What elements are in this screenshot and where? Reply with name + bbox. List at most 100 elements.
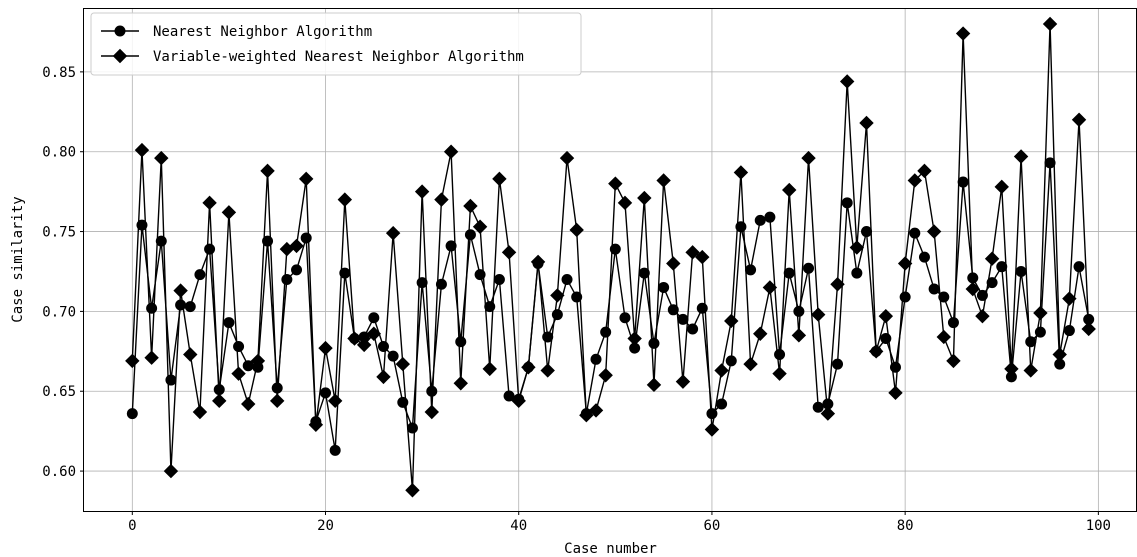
diamond-point [743, 356, 758, 372]
diamond-point [453, 376, 468, 391]
diamond-point [521, 360, 536, 375]
diamond-point [144, 350, 159, 365]
diamond-point [782, 182, 797, 198]
diamond-point [666, 256, 681, 271]
circle-point [841, 197, 853, 209]
diamond-point [231, 366, 246, 381]
circle-point [764, 211, 776, 223]
diamond-point [994, 179, 1009, 195]
diamond-point [675, 374, 691, 389]
circle-point [126, 408, 138, 420]
diamond-point [965, 281, 980, 297]
y-tick-label: 0.70 [42, 304, 76, 320]
circle-point [909, 227, 921, 239]
diamond-point [1042, 16, 1058, 32]
diamond-point [733, 165, 749, 180]
diamond-point [395, 356, 411, 372]
diamond-point [1013, 149, 1029, 164]
circle-point [986, 277, 998, 289]
diamond-point [463, 198, 478, 214]
diamond-point [559, 150, 575, 166]
diamond-point [588, 403, 604, 418]
diamond-point [492, 171, 507, 187]
circle-point [204, 243, 216, 255]
diamond-point [1033, 305, 1048, 321]
circle-point [320, 387, 332, 399]
series-layer [125, 16, 1096, 498]
legend-label: Nearest Neighbor Algorithm [153, 24, 372, 40]
circle-point [493, 273, 505, 285]
legend-diamond-marker [112, 48, 128, 64]
circle-point [619, 312, 631, 324]
circle-point [1025, 336, 1037, 348]
diamond-point [714, 363, 729, 378]
diamond-point [1023, 363, 1038, 378]
circle-point [677, 313, 689, 325]
circle-point [503, 390, 515, 402]
diamond-point [868, 344, 884, 359]
circle-point [667, 304, 679, 316]
circle-point [464, 229, 476, 241]
diamond-point [917, 163, 932, 179]
diamond-point [154, 150, 169, 166]
diamond-point [820, 406, 836, 421]
diamond-point [608, 176, 623, 191]
circle-point [242, 360, 254, 372]
legend-label: Variable-weighted Nearest Neighbor Algor… [153, 49, 524, 65]
diamond-point [530, 254, 546, 270]
diamond-point [1004, 361, 1019, 377]
diamond-point [946, 353, 961, 369]
circle-point [406, 422, 418, 434]
circle-point [590, 353, 602, 365]
y-tick-label: 0.75 [42, 225, 76, 241]
diamond-point [849, 240, 865, 255]
diamond-point [1062, 291, 1077, 306]
diamond-point [753, 326, 768, 341]
circle-point [754, 214, 766, 226]
circle-point [571, 291, 583, 303]
diamond-point [955, 26, 971, 41]
diamond-point [569, 222, 584, 238]
circle-point [687, 323, 699, 335]
diamond-point [724, 313, 739, 329]
series-nearest-neighbor [126, 157, 1095, 456]
y-tick-label: 0.80 [42, 145, 76, 161]
diamond-point [540, 363, 555, 378]
circle-point [426, 385, 438, 397]
circle-point [774, 349, 786, 361]
circle-point [561, 273, 573, 285]
diamond-point [888, 385, 903, 401]
x-axis-label: Case number [564, 541, 657, 557]
circle-point [194, 269, 206, 281]
legend-box [90, 12, 582, 76]
diamond-point [1071, 112, 1087, 127]
grid [84, 8, 1137, 511]
diamond-point [637, 190, 652, 206]
diamond-point [975, 308, 990, 324]
circle-point [1015, 265, 1027, 277]
diamond-point [125, 353, 140, 369]
circle-point [455, 336, 467, 348]
circle-point [648, 337, 660, 349]
y-tick-label: 0.65 [42, 384, 76, 400]
circle-point [387, 350, 399, 362]
circle-point [812, 401, 824, 413]
diamond-point [984, 251, 1000, 266]
diamond-point [1052, 347, 1067, 362]
diamond-point [472, 219, 488, 234]
diamond-point [202, 195, 217, 211]
diamond-point [656, 173, 671, 188]
circle-point [223, 317, 235, 329]
diamond-point [318, 340, 333, 356]
diamond-point [1081, 321, 1096, 337]
diamond-point [801, 150, 816, 166]
y-axis-label: Case similarity [10, 196, 26, 322]
circle-point [368, 312, 380, 324]
diamond-point [212, 393, 227, 409]
y-tick-label: 0.85 [42, 65, 76, 81]
axis-ticks: 0 20 40 60 80 100 0.60 0.65 0.70 0.75 0.80 0.85 [42, 65, 1111, 534]
x-tick-label: 100 [1086, 518, 1111, 534]
diamond-point [550, 288, 565, 303]
diamond-point [356, 337, 372, 353]
